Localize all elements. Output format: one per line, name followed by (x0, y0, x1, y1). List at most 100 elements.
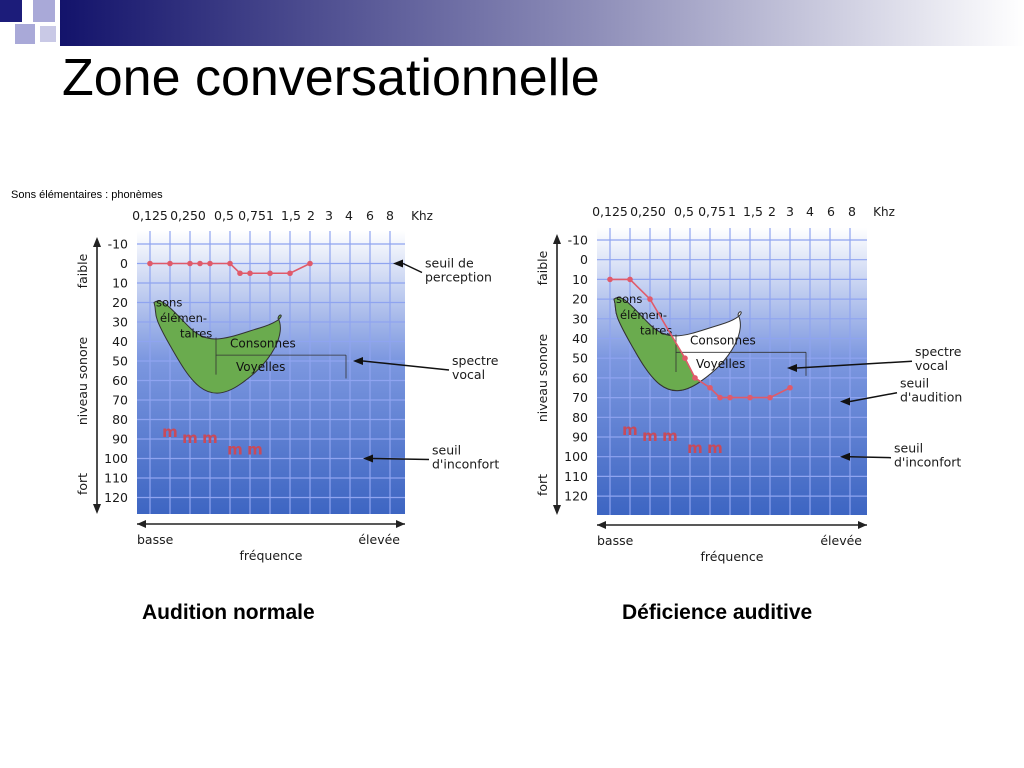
x-label-elevee: élevée (358, 532, 400, 547)
zone-label-elementaires: élémen- (160, 311, 207, 325)
banner-gradient (60, 0, 1024, 46)
y-tick-label: 60 (572, 370, 588, 385)
annotation-text: d'inconfort (432, 457, 499, 472)
annotation-arrow (402, 262, 423, 274)
annotation-text: seuil de (425, 256, 474, 271)
x-unit-label: Khz (411, 209, 433, 223)
x-tick-label: 0,125 (592, 204, 628, 219)
threshold-point (707, 384, 713, 391)
y-tick-label: 20 (572, 292, 588, 307)
y-tick-label: 60 (112, 373, 128, 388)
y-label-fort: fort (535, 474, 550, 496)
threshold-point (682, 355, 688, 362)
zone-label-taires: taires (180, 327, 212, 341)
slide-subtitle: Sons élémentaires : phonèmes (11, 189, 163, 201)
y-axis-arrow-head-top (553, 234, 561, 244)
threshold-point (647, 296, 653, 302)
y-tick-label: 50 (112, 354, 128, 369)
x-tick-label: 1,5 (281, 208, 301, 223)
y-axis-arrow-head-bottom (553, 505, 561, 515)
y-label-fort: fort (75, 473, 90, 495)
y-tick-label: 110 (104, 471, 128, 486)
x-axis-arrow-head-right (396, 520, 405, 528)
y-tick-label: 40 (112, 334, 128, 349)
threshold-point (692, 375, 698, 381)
y-tick-label: 30 (112, 315, 128, 330)
x-axis-label: fréquence (701, 549, 764, 564)
annotation-text: d'audition (900, 390, 962, 405)
x-tick-label: 0,75 (238, 208, 266, 223)
discomfort-marker: m (662, 427, 678, 445)
zone-label-sons: sons (616, 292, 642, 306)
annotation-text: seuil (894, 441, 923, 456)
discomfort-marker: m (227, 441, 243, 459)
threshold-point (287, 270, 293, 277)
zone-label-consonnes: Consonnes (690, 333, 756, 347)
x-tick-label: 8 (386, 208, 394, 223)
y-tick-label: 80 (572, 410, 588, 425)
threshold-point (207, 260, 213, 267)
zone-label-consonnes: Consonnes (230, 336, 296, 350)
x-tick-label: 4 (345, 208, 353, 223)
x-tick-label: 1 (266, 208, 274, 223)
x-tick-label: 2 (307, 208, 315, 223)
y-tick-label: 90 (572, 430, 588, 445)
y-tick-label: 90 (112, 432, 128, 447)
slide-title: Zone conversationnelle (62, 49, 600, 107)
title-banner (0, 0, 1024, 46)
x-tick-label: 0,250 (170, 208, 206, 223)
discomfort-marker: m (687, 439, 703, 457)
x-tick-label: 3 (325, 208, 333, 223)
annotation-arrow (796, 360, 913, 369)
y-tick-label: 70 (112, 393, 128, 408)
x-unit-label: Khz (873, 205, 895, 219)
x-tick-label: 0,125 (132, 208, 168, 223)
threshold-point (167, 260, 173, 267)
deco-square (40, 26, 56, 42)
y-axis-label: niveau sonore (75, 337, 90, 426)
annotation-arrow-head (353, 357, 363, 365)
x-tick-label: 0,250 (630, 204, 666, 219)
discomfort-marker: m (202, 429, 218, 447)
annotation-text: spectre (452, 353, 499, 368)
threshold-point (227, 260, 233, 267)
y-tick-label: 70 (572, 390, 588, 405)
x-label-basse: basse (597, 533, 634, 548)
zone-label-voyelles: Voyelles (696, 357, 745, 371)
threshold-point (147, 260, 153, 267)
threshold-point (237, 270, 243, 277)
x-label-basse: basse (137, 532, 174, 547)
discomfort-marker: m (182, 429, 198, 447)
x-tick-label: 8 (848, 204, 856, 219)
annotation-text: d'inconfort (894, 455, 961, 470)
y-tick-label: 120 (564, 489, 588, 504)
annotation-text: seuil (432, 443, 461, 458)
y-tick-label: 50 (572, 351, 588, 366)
discomfort-marker: m (642, 427, 658, 445)
annotation-arrow (849, 391, 898, 403)
x-axis-arrow-head-left (137, 520, 146, 528)
annotation-arrow-head (840, 452, 850, 461)
zone-label-voyelles: Voyelles (236, 360, 285, 374)
y-tick-label: 10 (112, 276, 128, 291)
zone-label-taires: taires (640, 324, 672, 338)
y-label-faible: faible (535, 250, 550, 285)
x-axis-arrow-head-left (597, 521, 606, 529)
caption-deficience-auditive: Déficience auditive (622, 601, 813, 624)
threshold-point (197, 260, 203, 267)
y-tick-label: 10 (572, 272, 588, 287)
threshold-point (187, 260, 193, 267)
x-tick-label: 1,5 (743, 204, 763, 219)
zone-label-elementaires: élémen- (620, 308, 667, 322)
annotation-text: spectre (915, 344, 962, 359)
deco-square (0, 0, 22, 22)
annotation-arrow (849, 455, 892, 459)
threshold-point (717, 394, 723, 401)
y-tick-label: 30 (572, 311, 588, 326)
annotation-arrow (362, 360, 450, 371)
y-axis-arrow-head-bottom (93, 504, 101, 514)
discomfort-marker: m (162, 423, 178, 441)
x-tick-label: 0,5 (214, 208, 234, 223)
